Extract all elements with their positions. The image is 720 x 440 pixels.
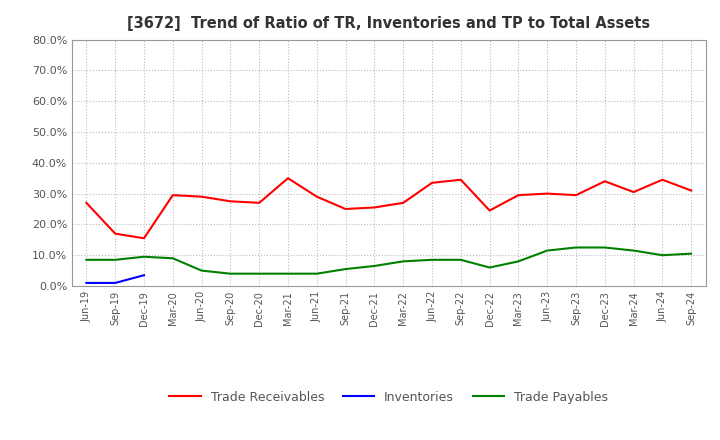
Trade Payables: [168, 256, 177, 261]
Trade Payables: [255, 271, 264, 276]
Trade Receivables: [456, 177, 465, 182]
Legend: Trade Receivables, Inventories, Trade Payables: Trade Receivables, Inventories, Trade Pa…: [164, 386, 613, 409]
Trade Payables: [111, 257, 120, 262]
Trade Receivables: [312, 194, 321, 199]
Trade Payables: [658, 253, 667, 258]
Inventories: [140, 272, 148, 278]
Line: Trade Receivables: Trade Receivables: [86, 178, 691, 238]
Trade Receivables: [370, 205, 379, 210]
Trade Payables: [284, 271, 292, 276]
Trade Receivables: [514, 193, 523, 198]
Trade Payables: [197, 268, 206, 273]
Trade Payables: [140, 254, 148, 259]
Trade Payables: [341, 267, 350, 272]
Trade Receivables: [687, 188, 696, 193]
Trade Payables: [572, 245, 580, 250]
Trade Payables: [485, 265, 494, 270]
Trade Receivables: [197, 194, 206, 199]
Trade Receivables: [168, 193, 177, 198]
Trade Payables: [428, 257, 436, 262]
Trade Payables: [399, 259, 408, 264]
Trade Payables: [82, 257, 91, 262]
Trade Receivables: [399, 200, 408, 205]
Trade Payables: [600, 245, 609, 250]
Trade Receivables: [255, 200, 264, 205]
Trade Receivables: [600, 179, 609, 184]
Trade Payables: [226, 271, 235, 276]
Title: [3672]  Trend of Ratio of TR, Inventories and TP to Total Assets: [3672] Trend of Ratio of TR, Inventories…: [127, 16, 650, 32]
Trade Payables: [687, 251, 696, 256]
Trade Receivables: [485, 208, 494, 213]
Trade Receivables: [226, 198, 235, 204]
Trade Receivables: [284, 176, 292, 181]
Trade Receivables: [341, 206, 350, 212]
Inventories: [82, 280, 91, 286]
Line: Trade Payables: Trade Payables: [86, 247, 691, 274]
Trade Payables: [629, 248, 638, 253]
Line: Inventories: Inventories: [86, 275, 144, 283]
Trade Receivables: [658, 177, 667, 182]
Trade Payables: [543, 248, 552, 253]
Trade Receivables: [572, 193, 580, 198]
Inventories: [111, 280, 120, 286]
Trade Receivables: [82, 200, 91, 205]
Trade Receivables: [140, 236, 148, 241]
Trade Receivables: [543, 191, 552, 196]
Trade Receivables: [629, 189, 638, 194]
Trade Payables: [514, 259, 523, 264]
Trade Payables: [456, 257, 465, 262]
Trade Payables: [312, 271, 321, 276]
Trade Receivables: [428, 180, 436, 185]
Trade Receivables: [111, 231, 120, 236]
Trade Payables: [370, 263, 379, 268]
